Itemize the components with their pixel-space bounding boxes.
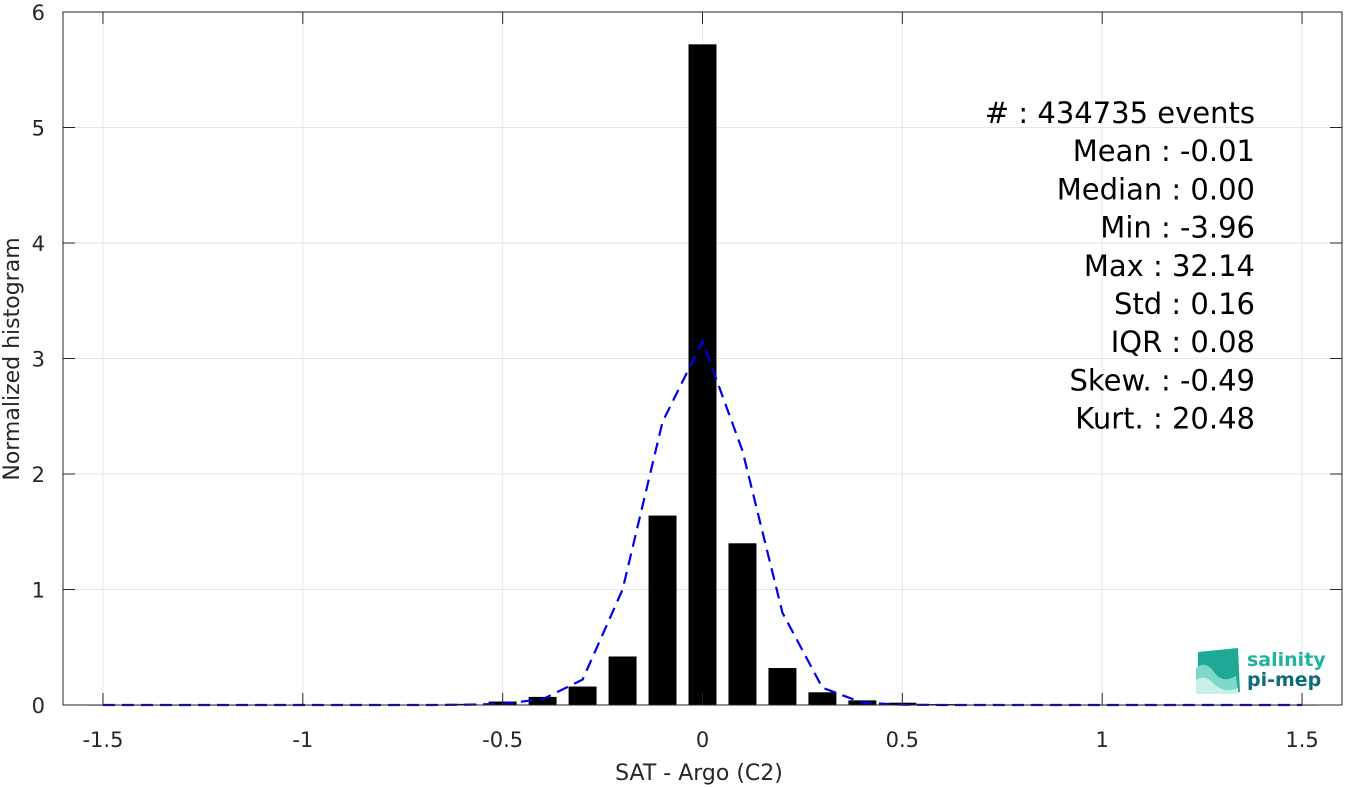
x-tick-label: 1.5: [1285, 728, 1318, 752]
y-tick-label: 0: [32, 694, 45, 718]
y-tick-label: 5: [32, 117, 45, 141]
histogram-bar: [648, 515, 677, 705]
histogram-bar: [728, 543, 757, 705]
stats-annotation: # : 434735 events Mean : -0.01 Median : 0.…: [985, 96, 1255, 436]
x-axis-label: SAT - Argo (C2): [615, 761, 783, 786]
histogram-bar: [808, 692, 837, 705]
histogram-bar: [688, 44, 717, 705]
histogram-bar: [568, 686, 597, 705]
histogram-bar: [608, 656, 637, 705]
stats-line: Std : 0.16: [1114, 287, 1255, 321]
x-tick-label: -1: [292, 728, 313, 752]
logo-line1: salinity: [1247, 649, 1326, 671]
x-tick-label: 0.5: [886, 728, 919, 752]
histogram-bar: [448, 703, 477, 705]
stats-line: IQR : 0.08: [1111, 325, 1255, 359]
x-tick-label: 0: [696, 728, 709, 752]
histogram-bar: [768, 668, 797, 705]
axis-ticks: [63, 11, 1342, 706]
histogram-bar: [528, 696, 557, 705]
y-tick-label: 4: [32, 232, 45, 256]
y-tick-label: 2: [32, 463, 45, 487]
stats-line: Max : 32.14: [1084, 249, 1255, 283]
x-tick-labels: -1.5 -1 -0.5 0 0.5 1 1.5: [82, 728, 1318, 752]
salinity-pi-mep-logo: salinity pi-mep: [1196, 648, 1326, 694]
y-axis-label: Normalized histogram: [0, 237, 25, 480]
stats-line: Median : 0.00: [1057, 172, 1255, 206]
x-tick-label: -1.5: [82, 728, 123, 752]
stats-line: Min : -3.96: [1100, 211, 1255, 245]
y-tick-label: 1: [32, 579, 45, 603]
logo-line2: pi-mep: [1247, 669, 1321, 691]
y-tick-labels: 0 1 2 3 4 5 6: [32, 1, 45, 718]
histogram-bars: [88, 44, 1317, 706]
x-tick-label: -0.5: [482, 728, 523, 752]
y-tick-label: 3: [32, 348, 45, 372]
stats-line: Skew. : -0.49: [1069, 363, 1255, 397]
x-tick-label: 1: [1096, 728, 1109, 752]
stats-line: Mean : -0.01: [1073, 134, 1255, 168]
stats-line: # : 434735 events: [985, 96, 1255, 130]
wave-icon: [1196, 648, 1240, 694]
y-tick-label: 6: [32, 1, 45, 25]
stats-line: Kurt. : 20.48: [1075, 402, 1255, 436]
